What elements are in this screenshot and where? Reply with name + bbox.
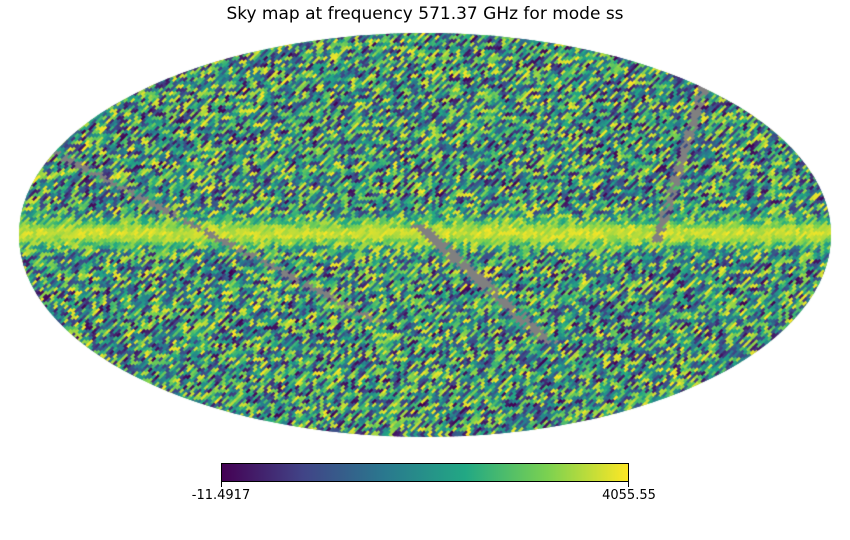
- colorbar-max-label: 4055.55: [602, 488, 656, 503]
- mollweide-map: [18, 32, 832, 438]
- colorbar-min-label: -11.4917: [191, 488, 251, 503]
- chart-title: Sky map at frequency 571.37 GHz for mode…: [226, 4, 624, 24]
- colorbar: [221, 463, 629, 482]
- colorbar-min-tick: [221, 482, 222, 487]
- colorbar-max-tick: [628, 482, 629, 487]
- sky-map: [18, 32, 832, 438]
